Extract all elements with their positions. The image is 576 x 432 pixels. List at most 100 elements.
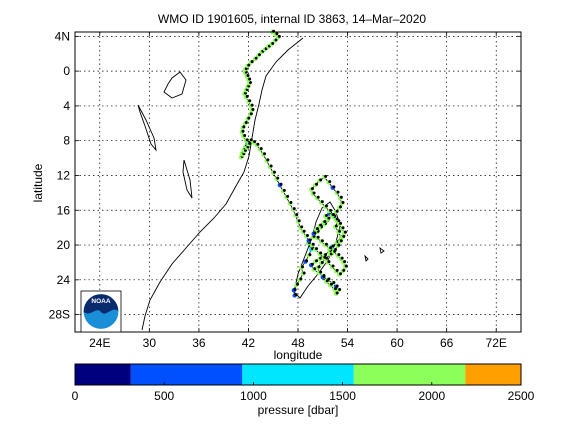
track-marker [335, 217, 339, 221]
track-marker [248, 99, 252, 103]
track-marker [336, 190, 340, 194]
track-marker [243, 134, 247, 138]
track-marker [263, 152, 267, 156]
track-marker [246, 74, 250, 78]
x-tick-label: 24E [89, 336, 110, 350]
track-marker [296, 282, 300, 286]
track-marker [320, 239, 324, 243]
x-tick-label: 66 [440, 336, 454, 350]
track-marker [323, 255, 327, 259]
track-marker [331, 264, 335, 268]
track-marker [293, 287, 297, 291]
track-marker [320, 200, 324, 204]
track-marker [332, 281, 336, 285]
x-axis-ticks: 24E 30 36 42 48 54 60 66 72E [89, 32, 507, 350]
track-marker [323, 220, 327, 224]
track-marker [340, 256, 344, 260]
track-marker [242, 125, 246, 129]
track-marker [329, 282, 333, 286]
colorbar-tick-label: 2500 [508, 389, 535, 403]
track-marker [331, 244, 335, 248]
colorbar-bin [130, 364, 243, 385]
colorbar-tick-label: 0 [72, 389, 79, 403]
y-tick-label: 8 [63, 134, 70, 148]
track-marker [329, 246, 333, 250]
track-marker [275, 32, 279, 36]
track-marker [272, 170, 276, 174]
track-marker [299, 277, 303, 281]
track-marker [250, 60, 254, 64]
track-marker [248, 77, 252, 81]
track-marker [249, 112, 253, 116]
track-marker [333, 249, 337, 253]
track-marker [338, 287, 342, 291]
track-marker [328, 180, 332, 184]
track-marker [343, 230, 347, 234]
x-tick-label: 54 [341, 336, 355, 350]
y-tick-label: 20 [57, 238, 71, 252]
track-marker [266, 158, 270, 162]
colorbar-tick-label: 1500 [329, 389, 356, 403]
track-marker [315, 259, 319, 263]
track-marker [251, 107, 255, 111]
track-marker [286, 194, 290, 198]
track-marker [302, 229, 306, 233]
track-marker [329, 208, 333, 212]
track-marker [343, 260, 347, 264]
y-tick-label: 0 [63, 64, 70, 78]
track-marker [294, 293, 298, 297]
x-tick-label: 48 [291, 336, 305, 350]
y-axis-label: latitude [31, 163, 45, 202]
track-marker [301, 265, 305, 269]
track-marker [302, 271, 306, 275]
track-marker [305, 259, 309, 263]
noaa-logo-text: NOAA [91, 298, 110, 305]
colorbar-tick-label: 2000 [418, 389, 445, 403]
track-marker [334, 224, 338, 228]
float-track-points [238, 29, 348, 298]
track-marker [308, 238, 312, 242]
colorbar-tick-label: 500 [154, 389, 174, 403]
track-marker [316, 235, 320, 239]
track-marker [338, 272, 342, 276]
track-marker [341, 226, 345, 230]
track-marker [315, 182, 319, 186]
track-marker [339, 195, 343, 199]
track-marker [248, 81, 252, 85]
colorbar-label: pressure [dbar] [258, 403, 339, 417]
track-marker [244, 121, 248, 125]
pressure-colorbar [74, 363, 522, 386]
track-marker [319, 223, 323, 227]
colorbar-bin [75, 364, 131, 385]
track-marker [274, 38, 278, 42]
track-marker [271, 41, 275, 45]
track-marker [324, 214, 328, 218]
track-marker [332, 185, 336, 189]
track-marker [305, 234, 309, 238]
track-marker [337, 253, 341, 257]
x-tick-label: 36 [192, 336, 206, 350]
track-marker [319, 256, 323, 260]
track-marker [241, 129, 245, 133]
track-marker [247, 116, 251, 120]
track-marker [331, 213, 335, 217]
track-marker [313, 231, 317, 235]
y-tick-label: 28S [49, 308, 70, 322]
track-marker [295, 213, 299, 217]
y-tick-label: 12 [57, 168, 71, 182]
track-marker [310, 262, 314, 266]
x-tick-label: 42 [242, 336, 256, 350]
track-marker [292, 207, 296, 211]
y-tick-label: 24 [57, 273, 71, 287]
track-marker [258, 53, 262, 57]
y-tick-label: 4 [63, 99, 70, 113]
track-marker [320, 261, 324, 265]
noaa-logo: NOAA [80, 290, 122, 333]
x-axis-label: longitude [274, 348, 323, 362]
colorbar-ticks: 0 500 1000 1500 2000 2500 [72, 382, 535, 403]
track-marker [282, 188, 286, 192]
track-marker [249, 138, 253, 142]
track-marker [344, 264, 348, 268]
track-marker [338, 221, 342, 225]
track-marker [300, 225, 304, 229]
